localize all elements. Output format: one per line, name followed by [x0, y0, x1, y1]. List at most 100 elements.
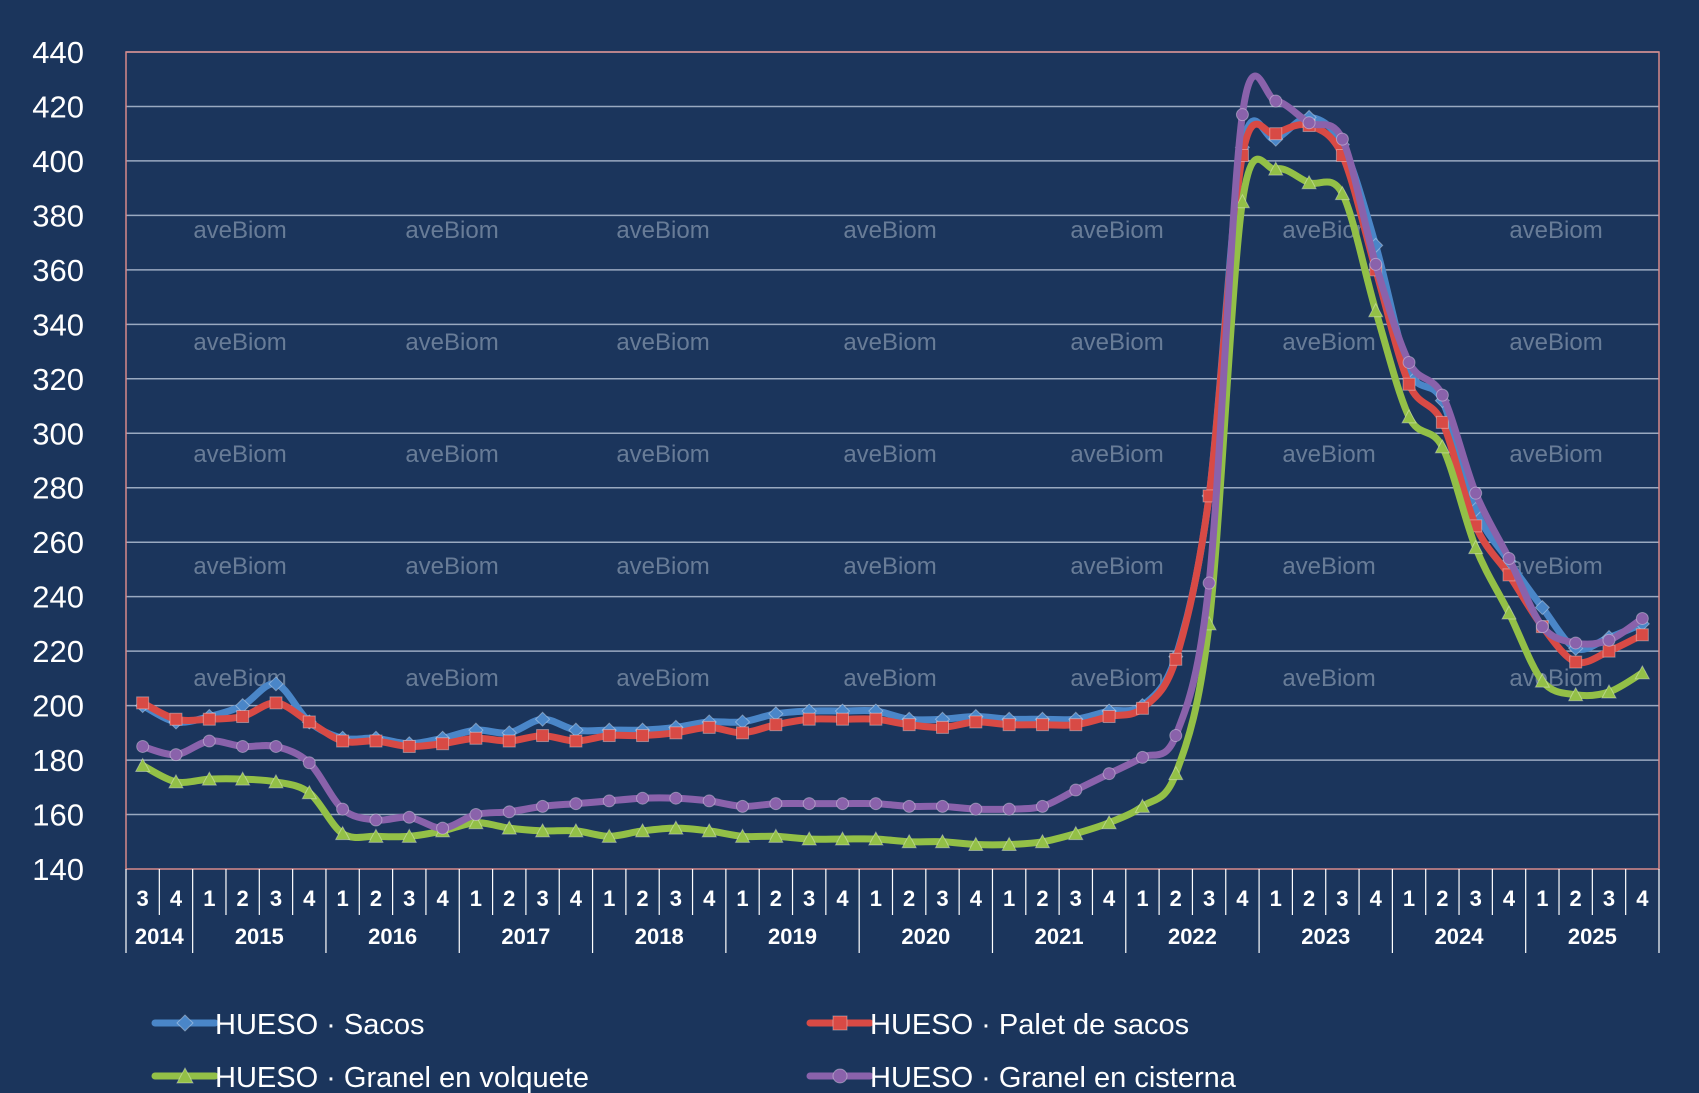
data-point [1635, 611, 1649, 625]
data-point [536, 729, 550, 743]
data-point [869, 712, 883, 726]
data-point [1269, 127, 1283, 141]
quarter-label: 3 [137, 886, 149, 911]
data-point [268, 676, 284, 692]
quarter-label: 4 [436, 886, 449, 911]
data-point [1434, 438, 1451, 454]
watermark: aveBiom [1509, 329, 1602, 356]
year-label: 2022 [1168, 924, 1217, 949]
data-point [736, 799, 750, 813]
data-point [1169, 729, 1183, 743]
quarter-label: 2 [770, 886, 782, 911]
data-point [234, 771, 251, 786]
data-point [1169, 652, 1183, 666]
data-point [967, 836, 984, 851]
quarter-label: 2 [903, 886, 915, 911]
data-point [1269, 94, 1283, 108]
data-point [934, 833, 951, 849]
data-point [1235, 108, 1249, 122]
quarter-label: 4 [703, 886, 716, 911]
data-point [1002, 802, 1016, 816]
year-label: 2023 [1301, 924, 1350, 949]
data-point [1567, 686, 1584, 702]
y-tick-label: 240 [32, 580, 84, 615]
y-tick-label: 400 [32, 144, 84, 179]
watermark: aveBiom [843, 441, 936, 468]
data-point [1102, 767, 1116, 781]
watermark: aveBiom [1282, 441, 1375, 468]
data-point [269, 696, 283, 710]
data-point [1602, 644, 1616, 658]
data-point [869, 797, 883, 811]
quarter-label: 1 [203, 886, 215, 911]
y-tick-label: 280 [32, 471, 84, 506]
quarter-label: 4 [1636, 886, 1649, 911]
quarter-label: 3 [270, 886, 282, 911]
quarter-label: 2 [1436, 886, 1448, 911]
data-point [1401, 408, 1417, 424]
data-point [1569, 655, 1583, 669]
series-lines [134, 72, 1651, 851]
data-point [602, 794, 616, 808]
quarter-label: 1 [336, 886, 348, 911]
watermark: aveBiom [405, 329, 498, 356]
quarter-label: 4 [570, 886, 583, 911]
legend-item: HUESO · Granel en cisterna [806, 1062, 1237, 1093]
watermark: aveBiom [843, 329, 936, 356]
watermark: aveBiom [1070, 441, 1163, 468]
quarter-label: 4 [970, 886, 983, 911]
watermark: aveBiom [193, 329, 286, 356]
data-point [1334, 185, 1351, 201]
data-point [569, 734, 583, 748]
quarter-label: 4 [1103, 886, 1116, 911]
quarter-label: 3 [803, 886, 815, 911]
legend-label: HUESO · Granel en volquete [215, 1062, 589, 1093]
watermarks: aveBiom aveBiom aveBiom aveBiom aveBiom aveBi… [193, 217, 1602, 692]
quarter-label: 1 [1270, 886, 1282, 911]
data-point [1267, 161, 1284, 176]
y-tick-label: 140 [32, 852, 84, 887]
data-point [736, 726, 750, 740]
watermark: aveBiom [405, 217, 498, 244]
data-point [702, 720, 716, 734]
quarter-label: 2 [1036, 886, 1048, 911]
legend-label: HUESO · Sacos [215, 1009, 425, 1041]
watermark: aveBiom [616, 329, 709, 356]
year-label: 2018 [635, 924, 684, 949]
quarter-label: 2 [503, 886, 515, 911]
quarter-label: 3 [670, 886, 682, 911]
series-circle-group [136, 72, 1649, 835]
watermark: aveBiom [1509, 441, 1602, 468]
watermark: aveBiom [405, 553, 498, 580]
data-point [1001, 836, 1017, 851]
series-square-group [136, 119, 1649, 753]
data-point [1069, 718, 1083, 732]
data-point [1035, 799, 1049, 813]
data-point [1069, 783, 1083, 797]
year-label: 2015 [235, 924, 284, 949]
y-tick-label: 360 [32, 253, 84, 288]
legend-swatch-marker [176, 1014, 194, 1032]
data-point [401, 828, 418, 843]
data-point [1369, 257, 1383, 271]
quarter-label: 1 [603, 886, 615, 911]
data-point [369, 813, 383, 827]
data-point [1535, 620, 1549, 634]
data-point [1402, 377, 1416, 391]
y-tick-label: 300 [32, 416, 84, 451]
data-point [1134, 798, 1151, 813]
data-point [1202, 576, 1216, 590]
data-point [1135, 701, 1149, 715]
data-point [168, 773, 184, 789]
data-point [902, 799, 916, 813]
data-point [1569, 636, 1583, 650]
watermark: aveBiom [616, 665, 709, 692]
data-point [502, 805, 516, 819]
year-label: 2021 [1035, 924, 1084, 949]
y-axis-ticks: 140 160 180 200 220 240 260 280 300 320 340 360 380 4… [32, 35, 84, 887]
data-point [1067, 825, 1084, 841]
data-point [602, 729, 616, 743]
series-triangle-group [134, 155, 1651, 851]
quarter-label: 2 [370, 886, 382, 911]
